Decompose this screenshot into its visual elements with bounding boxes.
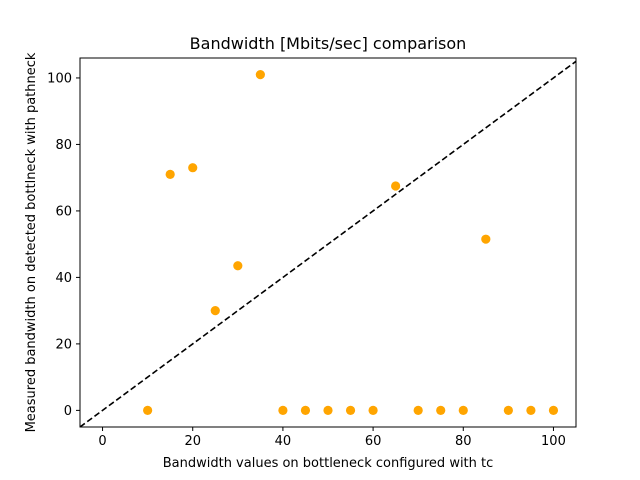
y-tick-label: 60: [55, 204, 72, 219]
x-tick-label: 0: [98, 434, 106, 449]
reference-line: [80, 60, 576, 427]
x-tick-label: 80: [455, 434, 472, 449]
data-point: [233, 261, 243, 271]
y-tick-label: 100: [47, 71, 72, 86]
x-tick-label: 40: [275, 434, 292, 449]
plot-area: [80, 60, 576, 427]
x-tick-label: 60: [365, 434, 382, 449]
data-point: [188, 163, 198, 173]
y-tick-label: 20: [55, 337, 72, 352]
data-point: [323, 405, 333, 415]
axes: 0 20 40 60 80 100 0 20 40 60 80 100: [47, 71, 566, 449]
y-tick-label: 40: [55, 271, 72, 286]
data-point: [300, 405, 311, 415]
data-point: [143, 405, 153, 415]
y-tick-label: 80: [55, 138, 72, 153]
data-point: [548, 405, 559, 415]
x-tick-label: 100: [541, 434, 566, 449]
data-point: [458, 405, 468, 415]
x-axis-label: Bandwidth values on bottleneck configure…: [163, 456, 494, 471]
data-point: [345, 405, 356, 415]
data-point: [165, 169, 175, 179]
data-point: [255, 70, 265, 80]
data-point: [278, 405, 288, 415]
data-point: [436, 405, 446, 415]
data-point: [526, 405, 536, 415]
data-point: [210, 306, 220, 316]
y-tick-label: 0: [64, 404, 72, 419]
data-point: [391, 181, 401, 191]
data-point: [481, 234, 491, 244]
data-point: [503, 405, 513, 415]
y-axis-label: Measured bandwidth on detected bottlneck…: [24, 52, 39, 432]
data-point: [413, 405, 423, 415]
plot-frame: [79, 57, 577, 428]
data-point: [368, 405, 378, 415]
x-tick-label: 20: [184, 434, 201, 449]
chart-title: Bandwidth [Mbits/sec] comparison: [190, 34, 467, 53]
